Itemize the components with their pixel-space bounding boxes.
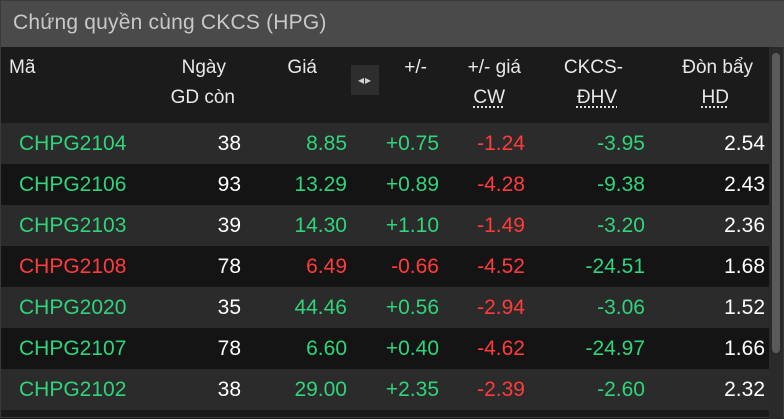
price: 6.49 [306,255,347,278]
leverage: 2.54 [724,132,765,155]
days-remaining: 78 [217,337,241,360]
price-change: +2.35 [385,378,439,401]
ckcs-value: -9.38 [597,173,645,196]
warrant-code: CHPG2020 [19,296,127,319]
table-row[interactable]: CHPG2020 35 44.46 +0.56 -2.94 -3.06 1.52 [1,287,771,328]
header-cw-change-line1[interactable]: +/- giá [467,57,521,78]
header-ckcs-line2[interactable]: ĐHV [576,87,617,108]
leverage: 1.52 [724,296,765,319]
header-code[interactable]: Mã [9,57,36,78]
cw-price-change: -4.62 [477,337,525,360]
title-bar: Chứng quyền cùng CKCS (HPG) [1,1,784,47]
leverage: 1.66 [724,337,765,360]
table-row[interactable]: CHPG2103 39 14.30 +1.10 -1.49 -3.20 2.36 [1,205,771,246]
price-change: -0.66 [391,255,439,278]
table-row[interactable]: CHPG2104 38 8.85 +0.75 -1.24 -3.95 2.54 [1,123,771,164]
header-leverage-line2[interactable]: HD [701,87,729,108]
warrant-code: CHPG2108 [19,255,127,278]
header-days-line2[interactable]: GD còn [170,87,235,108]
price: 13.29 [294,173,347,196]
table-row[interactable]: CHPG2108 78 6.49 -0.66 -4.52 -24.51 1.68 [1,246,771,287]
price: 44.46 [294,296,347,319]
days-remaining: 78 [217,255,241,278]
panel-title: Chứng quyền cùng CKCS (HPG) [13,11,327,34]
header-cw-change-line2[interactable]: CW [473,87,505,108]
header-price[interactable]: Giá [287,57,317,78]
ckcs-value: -3.06 [597,296,645,319]
price: 8.85 [306,132,347,155]
table-row[interactable]: CHPG2107 78 6.60 +0.40 -4.62 -24.97 1.66 [1,328,771,369]
cw-price-change: -1.24 [477,132,525,155]
ckcs-value: -24.51 [585,255,645,278]
warrant-code: CHPG2102 [19,378,127,401]
ckcs-value: -3.95 [597,132,645,155]
scrollbar[interactable] [769,47,783,419]
price-change: +0.56 [385,296,439,319]
days-remaining: 35 [217,296,241,319]
price: 6.60 [306,337,347,360]
ckcs-value: -2.60 [597,378,645,401]
days-remaining: 38 [217,132,241,155]
table-row[interactable]: CHPG2106 93 13.29 +0.89 -4.28 -9.38 2.43 [1,164,771,205]
warrant-code: CHPG2107 [19,337,127,360]
header-leverage-line1[interactable]: Đòn bẩy [682,57,753,78]
leverage: 2.32 [724,378,765,401]
days-remaining: 39 [217,214,241,237]
days-remaining: 93 [217,173,241,196]
header-days-line1[interactable]: Ngày [181,57,226,78]
warrant-code: CHPG2104 [19,132,127,155]
header-ckcs-line1[interactable]: CKCS- [563,57,623,78]
price-change: +0.40 [385,337,439,360]
scrollbar-thumb[interactable] [772,53,780,353]
table-header: Mã Ngày GD còn Giá +/- +/- giá CW CKCS- … [1,47,771,125]
price: 14.30 [294,214,347,237]
ckcs-value: -3.20 [597,214,645,237]
header-change[interactable]: +/- [404,57,427,78]
table-row[interactable]: CHPG2102 38 29.00 +2.35 -2.39 -2.60 2.32 [1,369,771,410]
warrant-code: CHPG2103 [19,214,127,237]
leverage: 1.68 [724,255,765,278]
ckcs-value: -24.97 [585,337,645,360]
cw-price-change: -1.49 [477,214,525,237]
cw-price-change: -4.52 [477,255,525,278]
price-change: +0.89 [385,173,439,196]
days-remaining: 38 [217,378,241,401]
price: 29.00 [294,378,347,401]
price-change: +1.10 [385,214,439,237]
cw-price-change: -2.94 [477,296,525,319]
price-change: +0.75 [385,132,439,155]
warrant-code: CHPG2106 [19,173,127,196]
column-switch-arrows-icon[interactable]: ◂▸ [351,65,379,95]
leverage: 2.36 [724,214,765,237]
cw-price-change: -4.28 [477,173,525,196]
leverage: 2.43 [724,173,765,196]
cw-price-change: -2.39 [477,378,525,401]
